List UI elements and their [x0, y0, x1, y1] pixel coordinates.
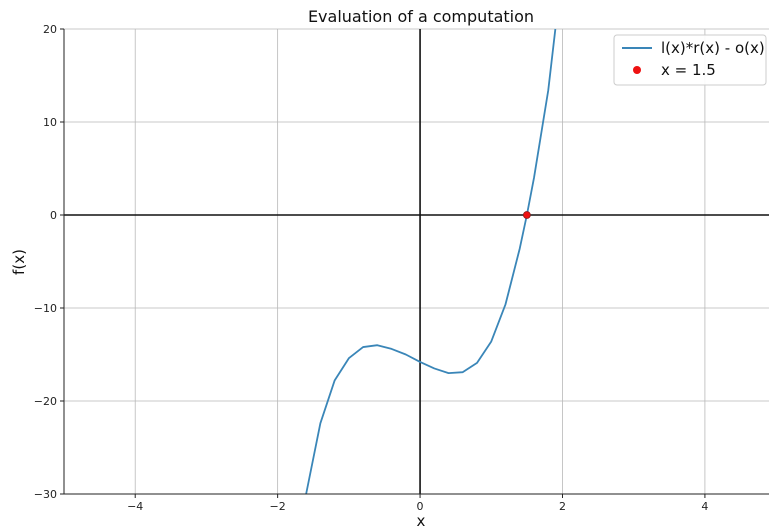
x-tick-label: 0 [417, 500, 424, 513]
reference-lines [64, 29, 769, 494]
legend: l(x)*r(x) - o(x) x = 1.5 [613, 34, 767, 86]
y-tick-label: −30 [34, 488, 57, 501]
x-axis-label: x [417, 512, 426, 529]
legend-entry-series: l(x)*r(x) - o(x) [661, 39, 765, 57]
x-axis-ticks: −4 −2 0 2 4 [127, 494, 708, 513]
legend-entry-point: x = 1.5 [661, 61, 716, 79]
y-tick-label: −20 [34, 395, 57, 408]
series-layer [305, 28, 557, 495]
y-tick-label: 20 [43, 23, 57, 36]
y-tick-label: 0 [50, 209, 57, 222]
chart-title: Evaluation of a computation [308, 7, 534, 26]
x-tick-label: −4 [127, 500, 143, 513]
y-axis-ticks: −30 −20 −10 0 10 20 [34, 23, 64, 501]
plot-frame [63, 29, 769, 495]
y-tick-label: −10 [34, 302, 57, 315]
x-tick-label: −2 [270, 500, 286, 513]
x-tick-label: 4 [701, 500, 708, 513]
y-axis-label: f(x) [10, 249, 28, 275]
legend-point-swatch [633, 66, 641, 74]
y-tick-label: 10 [43, 116, 57, 129]
series-line-0 [305, 28, 557, 495]
x-tick-label: 2 [559, 500, 566, 513]
highlight-point-0 [522, 211, 531, 219]
grid [64, 28, 769, 495]
points-layer [522, 211, 531, 219]
